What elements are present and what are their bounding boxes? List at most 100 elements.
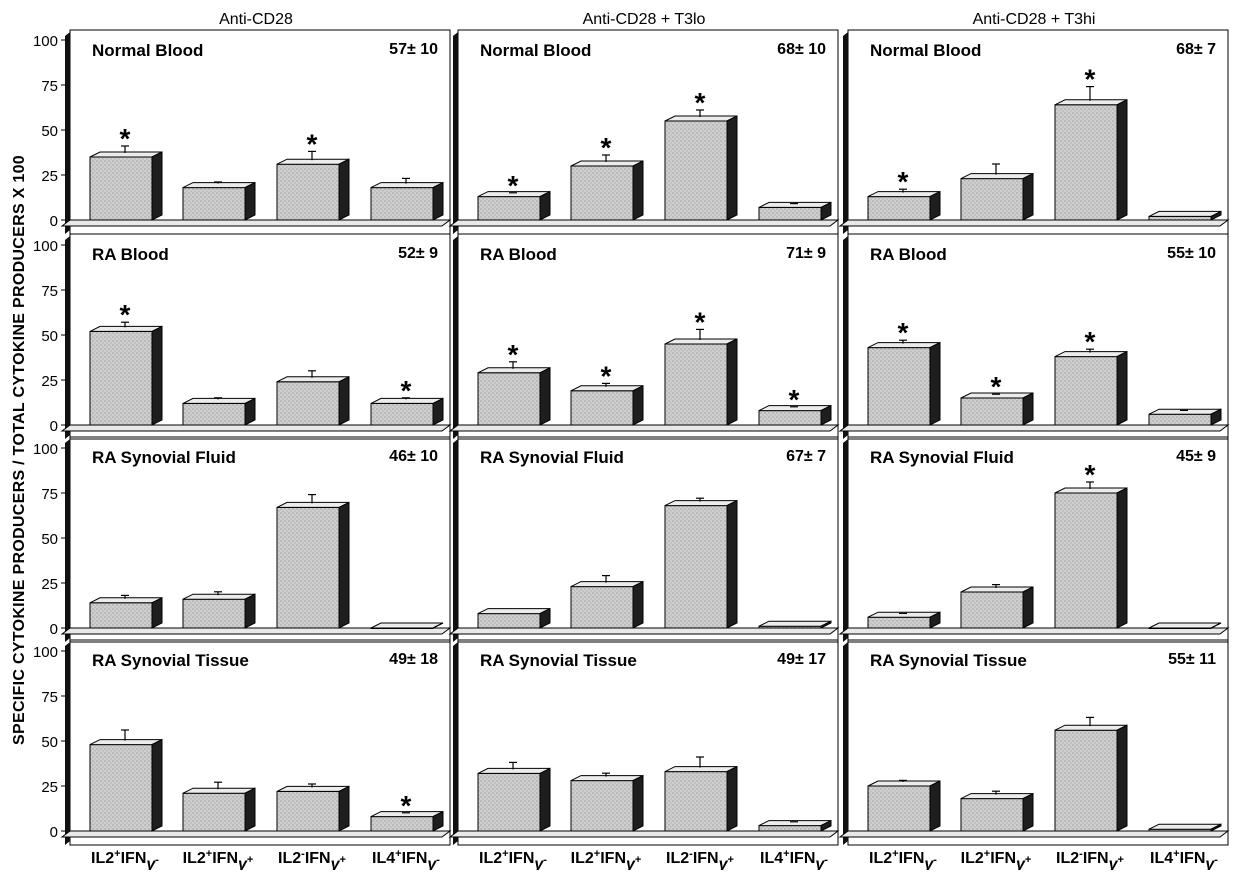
- panel-floor: [448, 219, 840, 227]
- bar-top: [758, 620, 832, 627]
- bar: [477, 607, 551, 629]
- panel-left-wall: [843, 236, 848, 439]
- bar-front: [1148, 413, 1212, 426]
- y-tick-label: 25: [41, 168, 58, 185]
- bar-side: [151, 325, 163, 426]
- bar-side: [632, 580, 644, 629]
- bar: [1148, 823, 1222, 832]
- bar-side: [244, 181, 256, 221]
- panel-left-wall: [843, 32, 848, 234]
- x-tick-part: IL2: [183, 850, 206, 867]
- bar: [758, 201, 832, 221]
- bar: [477, 761, 551, 832]
- bar-top: [276, 158, 350, 165]
- panel-floor: [448, 830, 840, 838]
- x-tick-part: γ: [146, 856, 156, 870]
- bar-top: [477, 608, 551, 615]
- bar-front: [570, 165, 634, 221]
- panel-title: RA Synovial Fluid: [870, 448, 1014, 467]
- x-tick-part: γ: [815, 856, 825, 870]
- bar-top: [664, 766, 738, 773]
- x-tick-label: IL4+IFNγ-: [760, 848, 828, 870]
- x-tick-part: γ: [626, 856, 636, 870]
- panel: RA Synovial Fluid 45± 9 *: [838, 436, 1230, 643]
- bar: *: [570, 132, 644, 221]
- significance-star: *: [601, 360, 612, 391]
- significance-star: *: [1085, 64, 1096, 95]
- bar-side: [539, 366, 551, 426]
- panel: 0 25 50 75 100 RA Synovial Fluid 46± 10: [33, 436, 452, 643]
- bar-side: [338, 785, 350, 832]
- bar: *: [1054, 64, 1128, 221]
- bar-side: [929, 190, 941, 221]
- x-tick-superscript: -: [155, 854, 159, 866]
- bar-side: [1116, 724, 1128, 832]
- x-tick-part: γ: [534, 856, 544, 870]
- bar-front: [570, 586, 634, 629]
- panel: RA Synovial Tissue 49± 17: [448, 639, 840, 846]
- panel: Normal Blood 68± 10 * * *: [448, 29, 840, 235]
- x-tick-label: IL2+IFNγ-: [869, 848, 937, 870]
- x-tick-superscript: +: [594, 848, 600, 860]
- x-tick-part: IFN: [402, 850, 428, 867]
- bar-top: [182, 397, 256, 404]
- significance-star: *: [401, 375, 412, 406]
- x-tick-part: γ: [1109, 856, 1119, 870]
- y-tick-label: 25: [41, 373, 58, 390]
- bar: [182, 591, 256, 629]
- x-tick-part: IL4: [1150, 850, 1173, 867]
- panel-floor: [60, 830, 452, 838]
- y-tick-label: 25: [41, 576, 58, 593]
- bar: *: [370, 790, 444, 832]
- bar-top: [370, 622, 444, 629]
- panel-floor: [448, 424, 840, 432]
- bar: [867, 611, 941, 629]
- bar-side: [338, 501, 350, 629]
- bar-top: [1148, 823, 1222, 830]
- bar-side: [726, 765, 738, 832]
- panel-left-wall: [65, 439, 70, 642]
- x-tick-part: IFN: [899, 850, 925, 867]
- bar: *: [570, 360, 644, 426]
- bar-side: [632, 384, 644, 426]
- panel-total: 52± 9: [398, 245, 438, 262]
- panel-total: 68± 7: [1176, 41, 1216, 58]
- panel-left-wall: [453, 236, 458, 439]
- bar-front: [89, 330, 153, 426]
- y-tick-label: 100: [33, 644, 58, 661]
- x-tick-superscript: +: [502, 848, 508, 860]
- bar-top: [1054, 724, 1128, 731]
- significance-star: *: [508, 170, 519, 201]
- panel: Normal Blood 68± 7 * *: [838, 29, 1230, 235]
- panel-floor: [60, 424, 452, 432]
- panel-total: 49± 17: [777, 651, 826, 668]
- bar: *: [1054, 459, 1128, 629]
- panel-total: 55± 11: [1168, 651, 1216, 668]
- bar-side: [632, 774, 644, 832]
- column-header: Anti-CD28 + T3hi: [973, 11, 1096, 28]
- panel-total: 55± 10: [1167, 245, 1216, 262]
- significance-star: *: [508, 339, 519, 370]
- bar-front: [867, 785, 931, 832]
- bar: [370, 622, 444, 629]
- panel-title: RA Synovial Fluid: [480, 448, 624, 467]
- column-header: Anti-CD28 + T3lo: [583, 11, 706, 28]
- bar: *: [664, 306, 738, 426]
- x-tick-part: γ: [238, 856, 248, 870]
- bar-side: [1116, 487, 1128, 629]
- bar-front: [867, 196, 931, 221]
- bar-side: [432, 397, 444, 426]
- x-tick-superscript: -: [689, 848, 693, 860]
- bar-top: [1148, 210, 1222, 217]
- x-tick-label: IL2+IFNγ-: [479, 848, 547, 870]
- bar: *: [867, 317, 941, 426]
- bar-top: [960, 173, 1034, 180]
- bar-top: [89, 597, 163, 604]
- bar-front: [182, 598, 246, 629]
- panel-left-wall: [453, 642, 458, 845]
- bar: *: [758, 384, 832, 426]
- x-tick-part: IFN: [1180, 850, 1206, 867]
- significance-star: *: [120, 299, 131, 330]
